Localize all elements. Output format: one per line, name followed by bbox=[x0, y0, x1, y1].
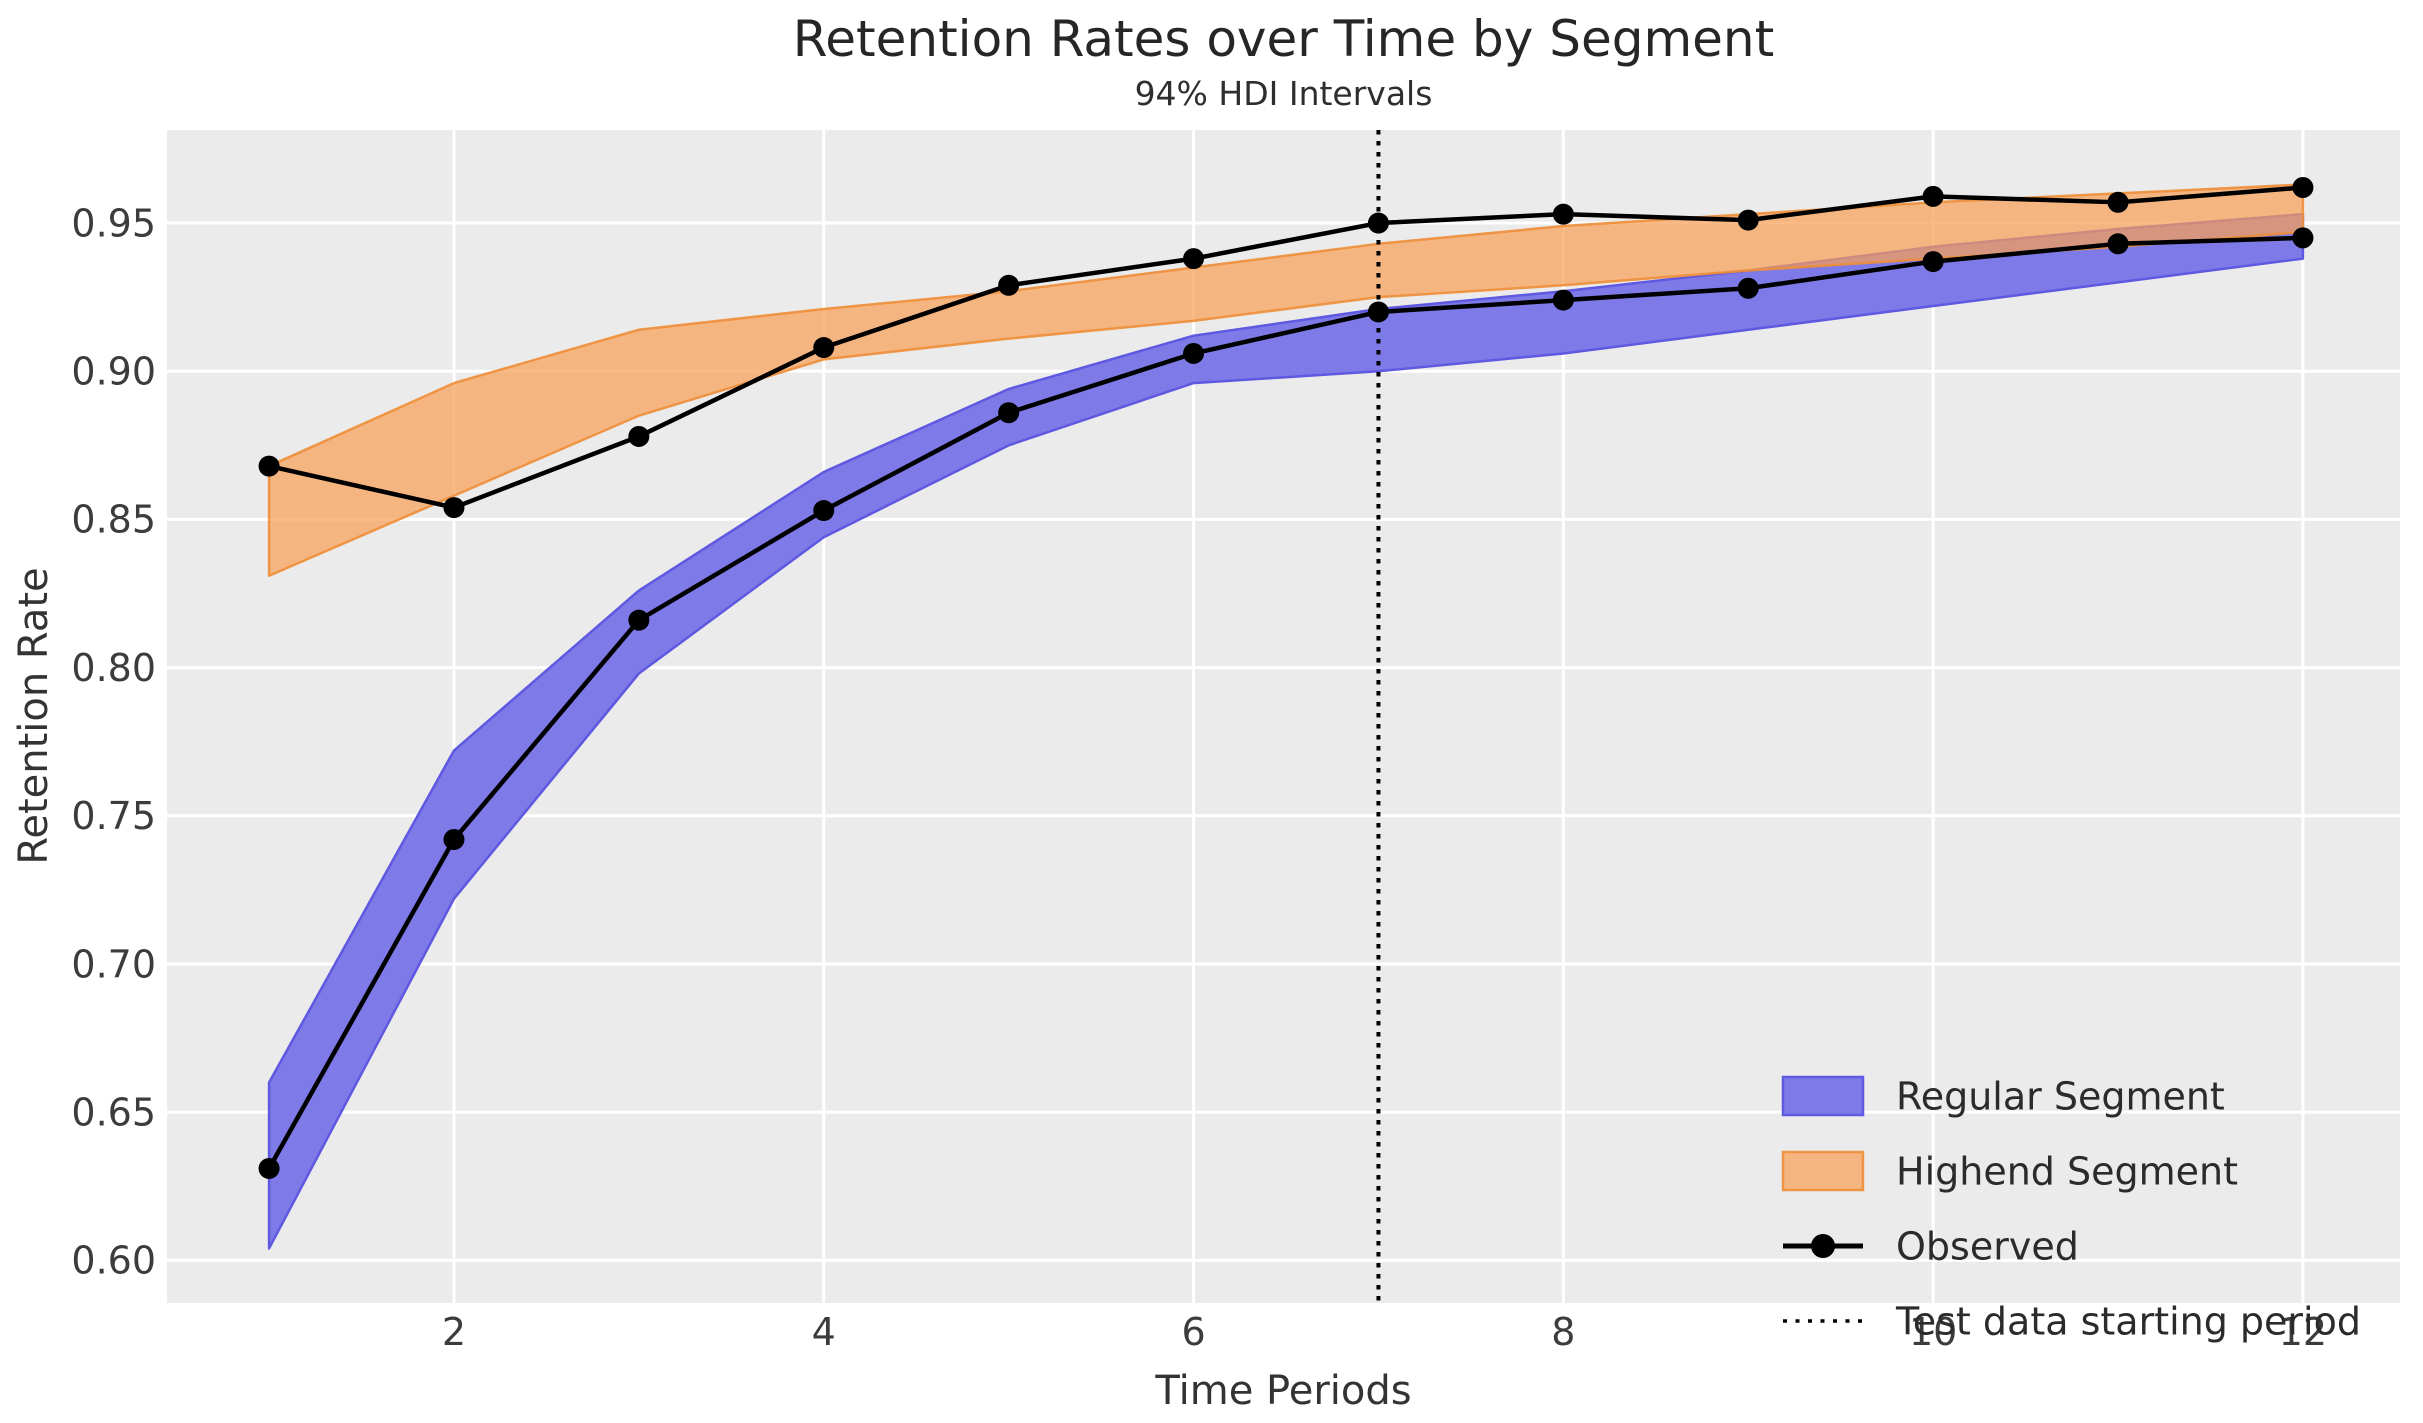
observed-marker bbox=[1737, 209, 1759, 231]
observed-marker bbox=[1922, 185, 1944, 207]
x-tick-label: 4 bbox=[812, 1310, 836, 1354]
observed-line bbox=[268, 185, 2304, 510]
observed-legend-marker bbox=[1811, 1234, 1835, 1258]
chart-title: Retention Rates over Time by Segment bbox=[792, 10, 1775, 68]
x-axis-label: Time Periods bbox=[1155, 1368, 1412, 1414]
x-tick-label: 10 bbox=[1909, 1310, 1957, 1354]
observed-line bbox=[267, 235, 2304, 1170]
legend-label: Observed bbox=[1896, 1224, 2079, 1268]
observed-marker bbox=[998, 402, 1020, 424]
observed-marker bbox=[1183, 342, 1205, 364]
observed-marker bbox=[443, 828, 465, 850]
observed-marker bbox=[813, 500, 835, 522]
y-tick-label: 0.85 bbox=[71, 498, 156, 542]
observed-marker bbox=[998, 274, 1020, 296]
y-tick-label: 0.90 bbox=[71, 350, 156, 394]
observed-marker bbox=[2292, 227, 2314, 249]
x-tick-label: 12 bbox=[2279, 1310, 2327, 1354]
legend-label: Test data starting period bbox=[1895, 1299, 2361, 1343]
legend-item: Regular Segment bbox=[1781, 1074, 2225, 1118]
observed-marker bbox=[258, 455, 280, 477]
observed-marker bbox=[2292, 176, 2314, 198]
observed-marker bbox=[1183, 248, 1205, 270]
x-tick-label: 6 bbox=[1181, 1310, 1205, 1354]
y-axis-label: Retention Rate bbox=[11, 567, 57, 865]
chart-subtitle: 94% HDI Intervals bbox=[1134, 74, 1433, 113]
observed-marker bbox=[443, 497, 465, 519]
observed-marker bbox=[2107, 233, 2129, 255]
regular-legend-swatch bbox=[1781, 1075, 1865, 1117]
highend-legend-swatch bbox=[1781, 1150, 1865, 1192]
legend: Regular Segment Highend Segment Observed Te… bbox=[1781, 1074, 2361, 1343]
legend-item: Highend Segment bbox=[1781, 1149, 2238, 1193]
y-tick-label: 0.95 bbox=[71, 201, 156, 245]
regular-hdi-band bbox=[267, 212, 2305, 1250]
x-tick-label: 8 bbox=[1551, 1310, 1575, 1354]
observed-marker bbox=[1552, 203, 1574, 225]
observed-marker bbox=[1367, 301, 1389, 323]
y-tick-label: 0.60 bbox=[71, 1239, 156, 1283]
observed-marker bbox=[2107, 191, 2129, 213]
legend-item: Test data starting period bbox=[1783, 1299, 2361, 1343]
observed-marker bbox=[628, 425, 650, 447]
observed-marker bbox=[1367, 212, 1389, 234]
legend-label: Highend Segment bbox=[1896, 1149, 2238, 1193]
x-tick-label: 2 bbox=[442, 1310, 466, 1354]
y-tick-label: 0.70 bbox=[71, 942, 156, 986]
y-tick-label: 0.75 bbox=[71, 794, 156, 838]
observed-marker bbox=[813, 337, 835, 359]
y-tick-label: 0.80 bbox=[71, 646, 156, 690]
observed-marker bbox=[628, 609, 650, 631]
legend-item: Observed bbox=[1783, 1224, 2079, 1268]
y-tick-label: 0.65 bbox=[71, 1090, 156, 1134]
observed-marker bbox=[1922, 251, 1944, 273]
legend-label: Regular Segment bbox=[1896, 1074, 2225, 1118]
observed-marker bbox=[258, 1157, 280, 1179]
observed-marker bbox=[1552, 289, 1574, 311]
observed-marker bbox=[1737, 277, 1759, 299]
